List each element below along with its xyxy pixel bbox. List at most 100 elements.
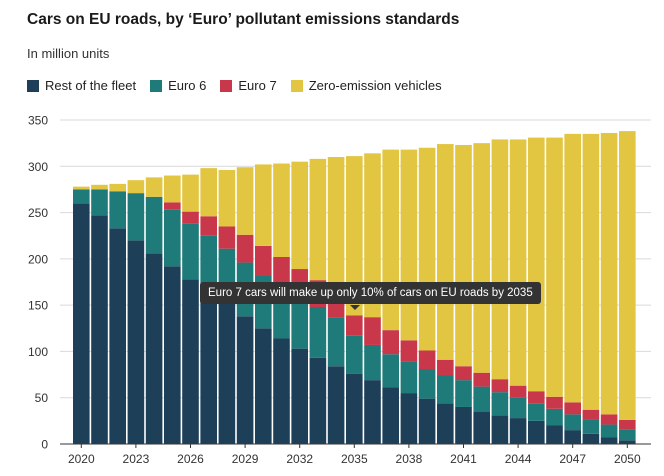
- bar-segment[interactable]: [364, 380, 381, 444]
- bar-segment[interactable]: [91, 184, 108, 190]
- bar-segment[interactable]: [400, 361, 418, 394]
- bar-segment[interactable]: [437, 144, 454, 360]
- bar-segment[interactable]: [582, 133, 600, 410]
- bar-segment[interactable]: [400, 340, 418, 362]
- bar-segment[interactable]: [182, 223, 199, 280]
- bar-segment[interactable]: [218, 226, 236, 249]
- bar-segment[interactable]: [91, 189, 108, 216]
- bar-segment[interactable]: [273, 257, 290, 287]
- bar-segment[interactable]: [127, 180, 145, 194]
- bar-segment[interactable]: [528, 403, 545, 421]
- bar-segment[interactable]: [255, 328, 272, 444]
- bar-segment[interactable]: [546, 137, 563, 397]
- bar-segment[interactable]: [418, 398, 436, 444]
- bar-segment[interactable]: [200, 235, 217, 292]
- bar-segment[interactable]: [582, 419, 600, 434]
- bar-segment[interactable]: [382, 387, 399, 444]
- bar-segment[interactable]: [600, 437, 618, 444]
- bar-segment[interactable]: [346, 156, 363, 316]
- bar-segment[interactable]: [200, 168, 217, 217]
- bar-segment[interactable]: [145, 177, 163, 197]
- bar-segment[interactable]: [236, 316, 254, 444]
- bar-segment[interactable]: [473, 411, 490, 444]
- bar-segment[interactable]: [528, 137, 545, 392]
- bar-segment[interactable]: [309, 357, 327, 444]
- bar-segment[interactable]: [218, 303, 236, 444]
- bar-segment[interactable]: [145, 253, 163, 444]
- bar-segment[interactable]: [473, 386, 490, 412]
- bar-segment[interactable]: [509, 397, 527, 419]
- bar-segment[interactable]: [109, 228, 126, 444]
- bar-segment[interactable]: [164, 209, 181, 267]
- bar-segment[interactable]: [546, 408, 563, 426]
- bar-segment[interactable]: [182, 211, 199, 224]
- bar-segment[interactable]: [528, 420, 545, 444]
- bar-segment[interactable]: [200, 291, 217, 444]
- bar-segment[interactable]: [582, 433, 600, 444]
- bar-segment[interactable]: [400, 149, 418, 341]
- bar-segment[interactable]: [182, 279, 199, 444]
- bar-segment[interactable]: [364, 344, 381, 381]
- bar-segment[interactable]: [509, 418, 527, 444]
- bar-segment[interactable]: [455, 406, 472, 444]
- bar-segment[interactable]: [509, 385, 527, 398]
- bar-segment[interactable]: [182, 174, 199, 212]
- bar-segment[interactable]: [600, 132, 618, 415]
- bar-segment[interactable]: [291, 161, 308, 270]
- bar-segment[interactable]: [582, 409, 600, 420]
- bar-segment[interactable]: [382, 330, 399, 355]
- bar-segment[interactable]: [437, 359, 454, 376]
- bar-segment[interactable]: [346, 315, 363, 336]
- bar-segment[interactable]: [91, 215, 108, 444]
- bar-segment[interactable]: [491, 139, 509, 380]
- bar-segment[interactable]: [255, 164, 272, 246]
- bar-segment[interactable]: [200, 216, 217, 236]
- bar-segment[interactable]: [364, 317, 381, 345]
- bar-segment[interactable]: [127, 193, 145, 241]
- bar-segment[interactable]: [309, 306, 327, 358]
- bar-segment[interactable]: [564, 430, 581, 444]
- bar-segment[interactable]: [346, 335, 363, 374]
- bar-segment[interactable]: [400, 393, 418, 444]
- bar-segment[interactable]: [73, 203, 90, 444]
- bar-segment[interactable]: [73, 189, 90, 204]
- bar-segment[interactable]: [164, 175, 181, 203]
- bar-segment[interactable]: [327, 157, 345, 293]
- bar-segment[interactable]: [418, 350, 436, 370]
- bar-segment[interactable]: [564, 414, 581, 431]
- bar-segment[interactable]: [327, 366, 345, 444]
- bar-segment[interactable]: [491, 379, 509, 393]
- bar-segment[interactable]: [109, 183, 126, 192]
- legend-item-euro-7[interactable]: Euro 7: [220, 78, 277, 93]
- bar-segment[interactable]: [291, 297, 308, 349]
- bar-segment[interactable]: [145, 196, 163, 254]
- bar-segment[interactable]: [364, 153, 381, 318]
- bar-segment[interactable]: [509, 139, 527, 386]
- bar-segment[interactable]: [546, 425, 563, 444]
- bar-segment[interactable]: [255, 245, 272, 276]
- bar-segment[interactable]: [491, 415, 509, 444]
- bar-segment[interactable]: [164, 202, 181, 210]
- bar-segment[interactable]: [600, 424, 618, 438]
- legend-item-rest-of-fleet[interactable]: Rest of the fleet: [27, 78, 136, 93]
- bar-segment[interactable]: [455, 144, 472, 367]
- legend-item-zero-emission[interactable]: Zero-emission vehicles: [290, 78, 442, 93]
- bar-segment[interactable]: [564, 133, 581, 403]
- bar-segment[interactable]: [528, 391, 545, 404]
- bar-segment[interactable]: [236, 234, 254, 263]
- bar-segment[interactable]: [600, 414, 618, 425]
- bar-segment[interactable]: [236, 167, 254, 235]
- bar-segment[interactable]: [437, 375, 454, 404]
- bar-segment[interactable]: [473, 372, 490, 387]
- bar-segment[interactable]: [327, 317, 345, 367]
- bar-segment[interactable]: [73, 186, 90, 190]
- bar-segment[interactable]: [346, 373, 363, 444]
- bar-segment[interactable]: [619, 429, 636, 441]
- bar-segment[interactable]: [564, 402, 581, 415]
- bar-segment[interactable]: [109, 191, 126, 229]
- bar-segment[interactable]: [491, 392, 509, 416]
- bar-segment[interactable]: [273, 163, 290, 258]
- bar-segment[interactable]: [273, 338, 290, 444]
- bar-segment[interactable]: [619, 131, 636, 420]
- bar-segment[interactable]: [127, 240, 145, 444]
